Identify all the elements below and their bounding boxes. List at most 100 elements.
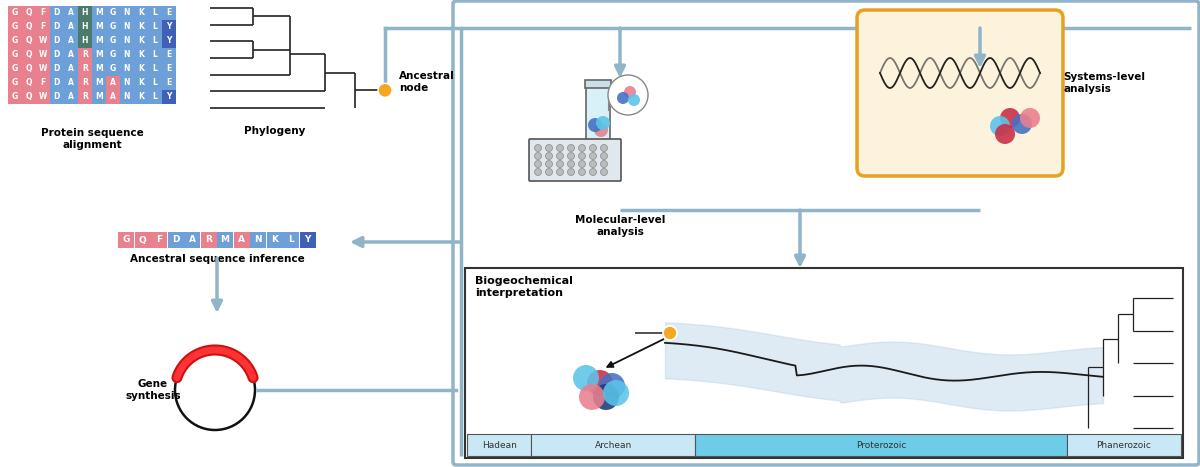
Text: Y: Y — [305, 235, 311, 245]
Text: G: G — [12, 36, 18, 45]
Circle shape — [589, 169, 596, 176]
Circle shape — [546, 161, 552, 168]
Bar — [78, 48, 91, 62]
Bar — [217, 232, 233, 248]
Circle shape — [578, 144, 586, 151]
Circle shape — [593, 384, 619, 410]
Text: Q: Q — [139, 235, 146, 245]
Bar — [466, 268, 1183, 458]
Text: Systems-level
analysis: Systems-level analysis — [1063, 72, 1145, 94]
Text: K: K — [138, 78, 144, 87]
Bar — [162, 76, 175, 90]
Text: L: L — [152, 78, 157, 87]
Circle shape — [546, 144, 552, 151]
Bar — [120, 6, 133, 20]
Text: F: F — [40, 22, 46, 31]
Text: N: N — [124, 92, 130, 101]
Bar — [92, 34, 106, 48]
Bar — [162, 48, 175, 62]
Bar — [134, 34, 148, 48]
Circle shape — [599, 373, 625, 399]
Circle shape — [600, 169, 607, 176]
Text: Q: Q — [25, 92, 32, 101]
Text: Q: Q — [25, 36, 32, 45]
Text: M: M — [221, 235, 229, 245]
Bar — [78, 34, 91, 48]
Bar — [106, 6, 120, 20]
Bar — [300, 232, 316, 248]
Bar — [64, 48, 78, 62]
Bar — [50, 20, 64, 34]
Bar — [8, 6, 22, 20]
Bar — [64, 62, 78, 76]
Text: Ancestral sequence inference: Ancestral sequence inference — [130, 254, 305, 264]
Circle shape — [578, 153, 586, 160]
Bar — [148, 34, 162, 48]
Text: A: A — [68, 92, 73, 101]
Text: G: G — [12, 64, 18, 73]
Bar — [64, 34, 78, 48]
Bar — [36, 20, 49, 34]
Bar — [92, 90, 106, 104]
Text: Archean: Archean — [595, 440, 632, 450]
Bar — [134, 48, 148, 62]
Bar — [22, 48, 36, 62]
FancyBboxPatch shape — [586, 83, 610, 157]
Text: G: G — [12, 8, 18, 17]
Bar — [134, 62, 148, 76]
Bar — [283, 232, 299, 248]
Text: D: D — [54, 36, 60, 45]
Circle shape — [557, 169, 564, 176]
Circle shape — [995, 124, 1015, 144]
Text: Q: Q — [25, 8, 32, 17]
Bar — [22, 90, 36, 104]
Circle shape — [557, 161, 564, 168]
Text: A: A — [68, 78, 73, 87]
Text: M: M — [95, 22, 103, 31]
Circle shape — [546, 153, 552, 160]
Bar — [250, 232, 266, 248]
Bar — [8, 48, 22, 62]
Bar — [8, 34, 22, 48]
Bar — [148, 76, 162, 90]
Text: W: W — [38, 92, 47, 101]
Bar — [78, 6, 91, 20]
Text: L: L — [152, 92, 157, 101]
Text: Biogeochemical
interpretation: Biogeochemical interpretation — [475, 276, 572, 297]
Circle shape — [608, 75, 648, 115]
Text: G: G — [109, 64, 116, 73]
Text: W: W — [38, 64, 47, 73]
Text: W: W — [38, 36, 47, 45]
Text: L: L — [288, 235, 294, 245]
Bar — [92, 76, 106, 90]
Circle shape — [1000, 108, 1020, 128]
Text: G: G — [109, 50, 116, 59]
Bar — [8, 20, 22, 34]
Text: R: R — [82, 78, 88, 87]
Bar — [184, 232, 200, 248]
Bar — [36, 62, 49, 76]
Text: K: K — [138, 22, 144, 31]
Bar — [134, 232, 150, 248]
Bar — [467, 434, 532, 456]
Text: R: R — [82, 92, 88, 101]
Bar — [36, 6, 49, 20]
Bar — [148, 48, 162, 62]
Text: Q: Q — [25, 64, 32, 73]
Text: N: N — [254, 235, 262, 245]
Bar — [134, 20, 148, 34]
Bar — [120, 76, 133, 90]
Text: N: N — [124, 50, 130, 59]
Bar — [50, 48, 64, 62]
Bar — [148, 20, 162, 34]
Text: K: K — [271, 235, 278, 245]
Text: A: A — [68, 22, 73, 31]
Bar — [8, 62, 22, 76]
Text: F: F — [40, 78, 46, 87]
Bar — [120, 34, 133, 48]
Bar — [134, 76, 148, 90]
Bar — [36, 90, 49, 104]
Text: F: F — [40, 8, 46, 17]
Text: A: A — [188, 235, 196, 245]
Text: L: L — [152, 36, 157, 45]
